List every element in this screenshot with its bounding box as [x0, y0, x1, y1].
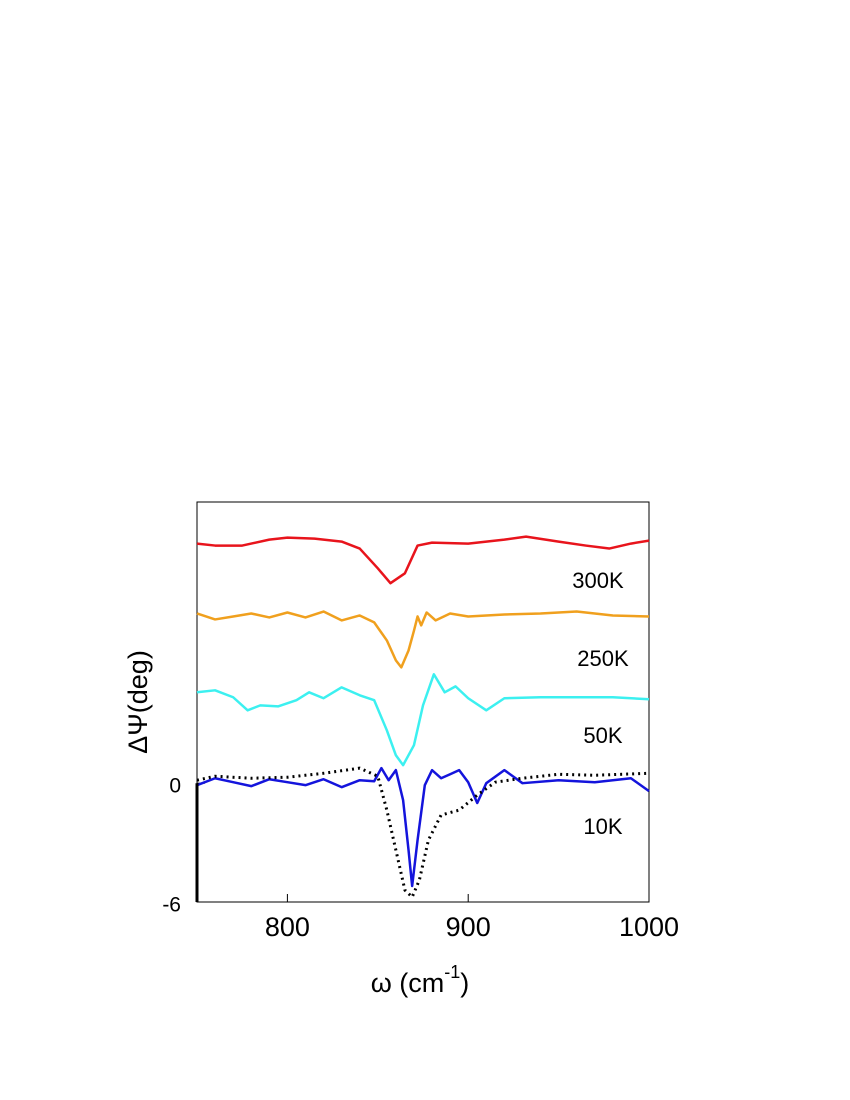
series-line [196, 535, 650, 585]
x-label-end: ) [460, 968, 469, 998]
series-label: 300K [572, 568, 624, 593]
series-label: 50K [583, 723, 622, 748]
plot-frame [196, 501, 650, 903]
series-label: 250K [577, 646, 629, 671]
series-line [196, 673, 650, 767]
x-tick-label: 800 [265, 912, 310, 942]
x-tick-label: 900 [446, 912, 491, 942]
y-tick-label: 0 [169, 775, 181, 798]
x-label-text: ω (cm [371, 968, 445, 998]
y-axis-label: ΔΨ(deg) [123, 650, 153, 754]
dotted-line [196, 766, 650, 899]
series-line [196, 610, 650, 669]
y-tick-label: -6 [162, 894, 181, 917]
series-line [196, 766, 650, 888]
series-label: 10K [583, 814, 622, 839]
x-label-sup: -1 [444, 962, 460, 982]
x-tick-label: 1000 [619, 912, 679, 942]
x-axis-label: ω (cm-1) [371, 962, 470, 998]
